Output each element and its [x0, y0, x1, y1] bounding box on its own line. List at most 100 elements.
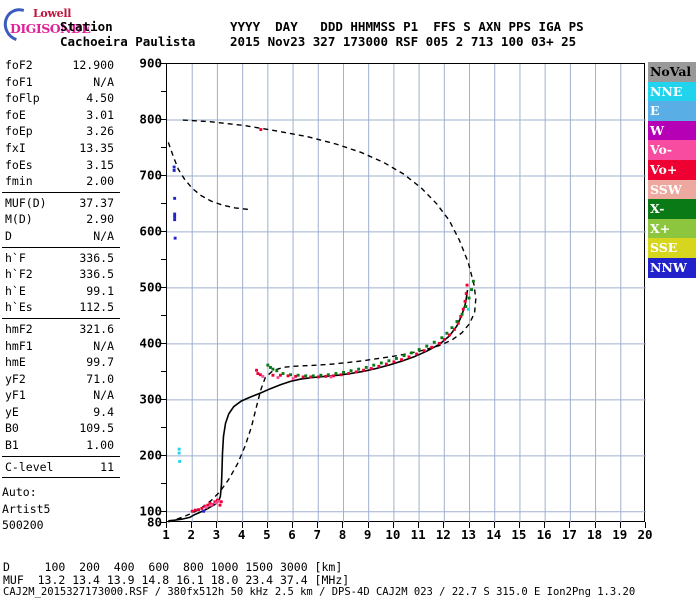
y-tick-label: 900: [139, 55, 162, 71]
station-name: Cachoeira Paulista: [60, 34, 196, 49]
param-row-clevel: C-level 11: [2, 460, 120, 477]
x-tick-mark: [594, 522, 596, 528]
legend-item-vo[interactable]: Vo-: [648, 140, 696, 160]
polarization-legend[interactable]: NoVal NNE E W Vo- Vo+ SSW X- X+ SSE NNW: [648, 62, 696, 278]
param-key: fmin: [5, 174, 33, 189]
y-tick-mark-minor: [161, 482, 166, 484]
legend-item-ssw[interactable]: SSW: [648, 179, 696, 200]
x-tick-label: 4: [237, 527, 246, 542]
series-vo-scatter: [204, 374, 333, 509]
param-value: 336.5: [79, 267, 114, 282]
legend-item-vo[interactable]: Vo+: [648, 159, 696, 180]
param-value: N/A: [93, 338, 114, 353]
param-divider: [2, 317, 120, 319]
param-value: N/A: [93, 388, 114, 403]
x-tick-mark: [468, 522, 470, 528]
y-tick-label: 700: [139, 167, 162, 183]
y-tick-mark: [160, 63, 166, 64]
x-tick-label: 5: [263, 527, 271, 542]
x-tick-mark: [418, 522, 420, 528]
param-group: h`F 336.5 h`F2 336.5 h`E 99.1 h`Es 112.5: [2, 250, 120, 317]
param-row-foep: foEp 3.26: [2, 124, 120, 141]
param-row-foe: foE 3.01: [2, 108, 120, 125]
param-value: N/A: [93, 228, 114, 243]
x-tick-mark: [166, 522, 167, 528]
auto-scaling-info: Auto: Artist5 500200: [2, 480, 120, 535]
x-tick-mark: [569, 522, 571, 528]
y-tick-mark-minor: [161, 370, 166, 372]
param-group: foF2 12.900 foF1 N/A foFlp 4.50 foE 3.01 foEp 3.2…: [2, 57, 120, 191]
y-tick-mark-minor: [161, 314, 166, 316]
x-tick-label: 7: [313, 527, 322, 542]
param-key: foFlp: [5, 91, 40, 106]
param-divider: [2, 455, 120, 457]
y-tick-mark: [160, 454, 166, 456]
curve-muf-curve: [168, 119, 477, 523]
param-row-foes: foEs 3.15: [2, 158, 120, 175]
param-row-hf2: h`F2 336.5: [2, 267, 120, 284]
param-row-mufd: MUF(D) 37.37: [2, 196, 120, 213]
x-tick-label: 18: [587, 527, 603, 542]
param-value: 3.01: [86, 107, 114, 122]
param-divider: [2, 477, 120, 479]
x-tick-label: 9: [363, 527, 372, 542]
param-row-md: M(D) 2.90: [2, 212, 120, 229]
param-value: 99.7: [86, 355, 114, 370]
ionogram-plot[interactable]: [166, 63, 646, 523]
auto-line: Artist5: [2, 501, 51, 516]
param-key: yF2: [5, 371, 26, 386]
param-key: foF2: [5, 58, 33, 72]
legend-item-x[interactable]: X+: [648, 218, 696, 239]
legend-item-w[interactable]: W: [648, 120, 696, 141]
station-label: Station: [60, 19, 113, 34]
series-x-trace-x-: [266, 279, 475, 378]
y-tick-mark: [160, 510, 166, 512]
param-value: 99.1: [86, 283, 114, 298]
param-row-hes: h`Es 112.5: [2, 300, 120, 317]
param-divider: [2, 191, 120, 193]
legend-item-nnw[interactable]: NNW: [648, 257, 696, 278]
y-tick-label: 80: [146, 514, 162, 530]
param-key: hmF1: [5, 338, 33, 353]
y-tick-mark: [160, 118, 166, 120]
param-key: foEs: [5, 157, 33, 172]
x-tick-label: 15: [511, 527, 527, 542]
plot-gridlines: [167, 64, 646, 523]
y-tick-mark-minor: [161, 258, 166, 260]
legend-item-x[interactable]: X-: [648, 199, 696, 219]
param-row-b0: B0 109.5: [2, 421, 120, 438]
param-value: 12.900: [72, 58, 114, 72]
y-tick-label: 500: [139, 279, 162, 295]
param-row-yf2: yF2 71.0: [2, 372, 120, 389]
y-tick-mark-minor: [161, 426, 166, 428]
x-tick-label: 11: [410, 527, 426, 542]
param-value: 321.6: [79, 321, 114, 336]
param-key: foF1: [5, 74, 33, 89]
legend-item-e[interactable]: E: [648, 101, 696, 121]
legend-item-sse[interactable]: SSE: [648, 238, 696, 258]
legend-item-nne[interactable]: NNE: [648, 81, 696, 102]
param-value: 13.35: [79, 140, 114, 155]
y-tick-mark: [160, 342, 166, 344]
param-key: MUF(D): [5, 195, 47, 210]
series-nnw-scatter: [172, 165, 206, 513]
legend-item-noval[interactable]: NoVal: [648, 62, 696, 82]
header-columns: YYYY DAY DDD HHMMSS P1 FFS S AXN PPS IGA…: [230, 19, 584, 34]
param-value: N/A: [93, 74, 114, 89]
param-row-fmin: fmin 2.00: [2, 174, 120, 191]
param-key: foE: [5, 107, 26, 122]
param-value: 11: [100, 459, 114, 474]
param-group: hmF2 321.6 hmF1 N/A hmE 99.7 yF2 71.0 yF1 N/A yE 9.…: [2, 321, 120, 455]
x-tick-mark: [342, 522, 344, 528]
param-key: h`E: [5, 283, 26, 298]
param-row-d: D N/A: [2, 229, 120, 246]
x-tick-label: 2: [187, 527, 195, 542]
x-tick-mark: [544, 522, 546, 528]
x-tick-label: 12: [435, 527, 451, 542]
footer-distance-row: D 100 200 400 600 800 1000 1500 3000 [km…: [3, 560, 343, 574]
param-value: 1.00: [86, 438, 114, 453]
auto-line: Auto:: [2, 485, 37, 500]
series-isolated-o-echo: [259, 128, 263, 131]
x-tick-mark: [292, 522, 294, 528]
y-tick-label: 400: [139, 335, 162, 351]
